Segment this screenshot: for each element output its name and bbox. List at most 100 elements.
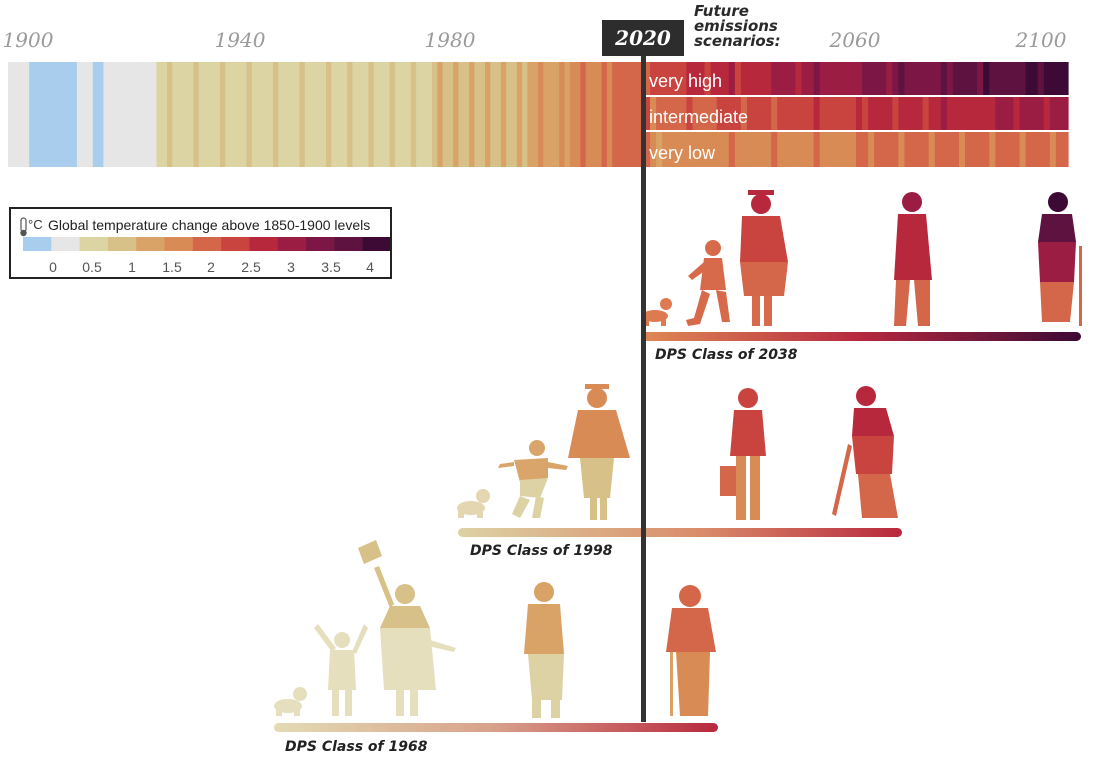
scenario-stripe bbox=[716, 62, 724, 95]
graduate-figure bbox=[568, 384, 630, 520]
scenario-stripe bbox=[977, 97, 984, 130]
scenario-stripe bbox=[753, 132, 760, 167]
scenario-stripe bbox=[1049, 97, 1057, 130]
scenario-stripe bbox=[1031, 97, 1039, 130]
adult-man-figure bbox=[524, 582, 564, 718]
history-stripe bbox=[368, 62, 375, 167]
scenario-stripe bbox=[1001, 97, 1009, 130]
class-1998-timeline-bar bbox=[458, 528, 902, 537]
scenario-stripe bbox=[910, 132, 918, 167]
year-label-2100: 2100 bbox=[1015, 28, 1067, 52]
scenario-stripe bbox=[789, 97, 797, 130]
history-stripe bbox=[299, 62, 306, 167]
scenario-stripes bbox=[644, 62, 1069, 167]
history-stripe bbox=[405, 62, 412, 167]
history-stripe bbox=[161, 62, 168, 167]
history-stripe bbox=[29, 62, 36, 167]
scenario-stripe bbox=[746, 132, 754, 167]
scenario-stripe bbox=[989, 62, 996, 95]
future-title-line: Future bbox=[694, 2, 749, 20]
scenario-stripe bbox=[977, 132, 984, 167]
history-stripe bbox=[379, 62, 385, 167]
history-stripe bbox=[92, 62, 99, 167]
history-stripe bbox=[262, 62, 269, 167]
scenario-stripe bbox=[692, 97, 700, 130]
history-stripe bbox=[622, 62, 629, 167]
class-label-2038: DPS Class of 2038 bbox=[655, 347, 798, 363]
history-stripe bbox=[410, 62, 417, 167]
scenario-stripe bbox=[686, 97, 694, 130]
scenario-stripe bbox=[759, 62, 766, 95]
scenario-stripe bbox=[916, 97, 924, 130]
year-label-1940: 1940 bbox=[214, 28, 266, 52]
scenario-stripe bbox=[722, 132, 730, 167]
scenario-stripe bbox=[1013, 62, 1021, 95]
scenario-stripe bbox=[1061, 97, 1069, 130]
scenario-stripe bbox=[771, 132, 778, 167]
scenario-stripe bbox=[759, 97, 766, 130]
scenario-stripe bbox=[1025, 97, 1033, 130]
history-stripe bbox=[315, 62, 322, 167]
history-stripe bbox=[384, 62, 391, 167]
scenario-stripe bbox=[886, 97, 893, 130]
legend-swatch bbox=[107, 237, 137, 251]
scenario-stripe bbox=[1061, 132, 1069, 167]
history-stripe bbox=[591, 62, 597, 167]
year-label-1900: 1900 bbox=[2, 28, 54, 52]
history-stripe bbox=[474, 62, 481, 167]
scenario-stripe bbox=[698, 97, 706, 130]
elderly-woman-figure bbox=[1038, 192, 1082, 326]
scenario-stripe bbox=[1007, 132, 1015, 167]
legend-swatch bbox=[277, 237, 307, 251]
history-stripe bbox=[204, 62, 210, 167]
scenario-stripe bbox=[1019, 62, 1027, 95]
current-year-line bbox=[641, 56, 646, 722]
scenario-stripe bbox=[862, 62, 869, 95]
history-stripe bbox=[50, 62, 57, 167]
temperature-legend: °C Global temperature change above 1850-… bbox=[9, 207, 392, 279]
scenario-stripe bbox=[1007, 62, 1015, 95]
history-stripe bbox=[601, 62, 608, 167]
scenario-stripe bbox=[807, 97, 815, 130]
history-stripe bbox=[34, 62, 41, 167]
scenario-stripe bbox=[759, 132, 766, 167]
scenario-stripe bbox=[662, 97, 669, 130]
class-1968-group bbox=[274, 540, 718, 732]
scenario-stripe bbox=[898, 132, 906, 167]
scenario-stripe bbox=[868, 97, 875, 130]
scenario-stripe bbox=[880, 97, 887, 130]
scenario-stripe bbox=[686, 132, 694, 167]
scenario-stripe bbox=[819, 62, 827, 95]
legend-tick: 2.5 bbox=[241, 259, 261, 275]
scenario-stripe bbox=[946, 132, 954, 167]
history-stripe bbox=[564, 62, 571, 167]
history-stripe bbox=[294, 62, 301, 167]
history-stripe bbox=[13, 62, 20, 167]
history-stripe bbox=[628, 62, 634, 167]
history-stripe bbox=[553, 62, 560, 167]
scenario-stripe bbox=[892, 62, 899, 95]
scenario-stripe bbox=[819, 132, 827, 167]
scenario-stripe bbox=[1043, 62, 1051, 95]
history-stripe bbox=[108, 62, 115, 167]
history-stripe bbox=[273, 62, 279, 167]
history-stripe bbox=[151, 62, 157, 167]
history-stripe bbox=[548, 62, 555, 167]
history-stripe bbox=[617, 62, 624, 167]
scenario-stripe bbox=[1037, 97, 1045, 130]
scenario-stripe bbox=[868, 62, 875, 95]
scenario-stripe bbox=[940, 62, 948, 95]
scenario-stripe bbox=[831, 97, 839, 130]
scenario-stripe bbox=[680, 132, 687, 167]
scenario-stripe bbox=[813, 97, 821, 130]
baby-figure bbox=[274, 687, 307, 716]
history-stripe bbox=[66, 62, 73, 167]
history-stripe bbox=[71, 62, 78, 167]
baby-figure bbox=[457, 489, 490, 518]
scenario-stripe bbox=[886, 132, 893, 167]
history-stripe bbox=[569, 62, 576, 167]
history-stripe bbox=[421, 62, 428, 167]
history-stripe bbox=[278, 62, 285, 167]
scenario-stripe bbox=[674, 97, 681, 130]
history-stripe bbox=[511, 62, 518, 167]
